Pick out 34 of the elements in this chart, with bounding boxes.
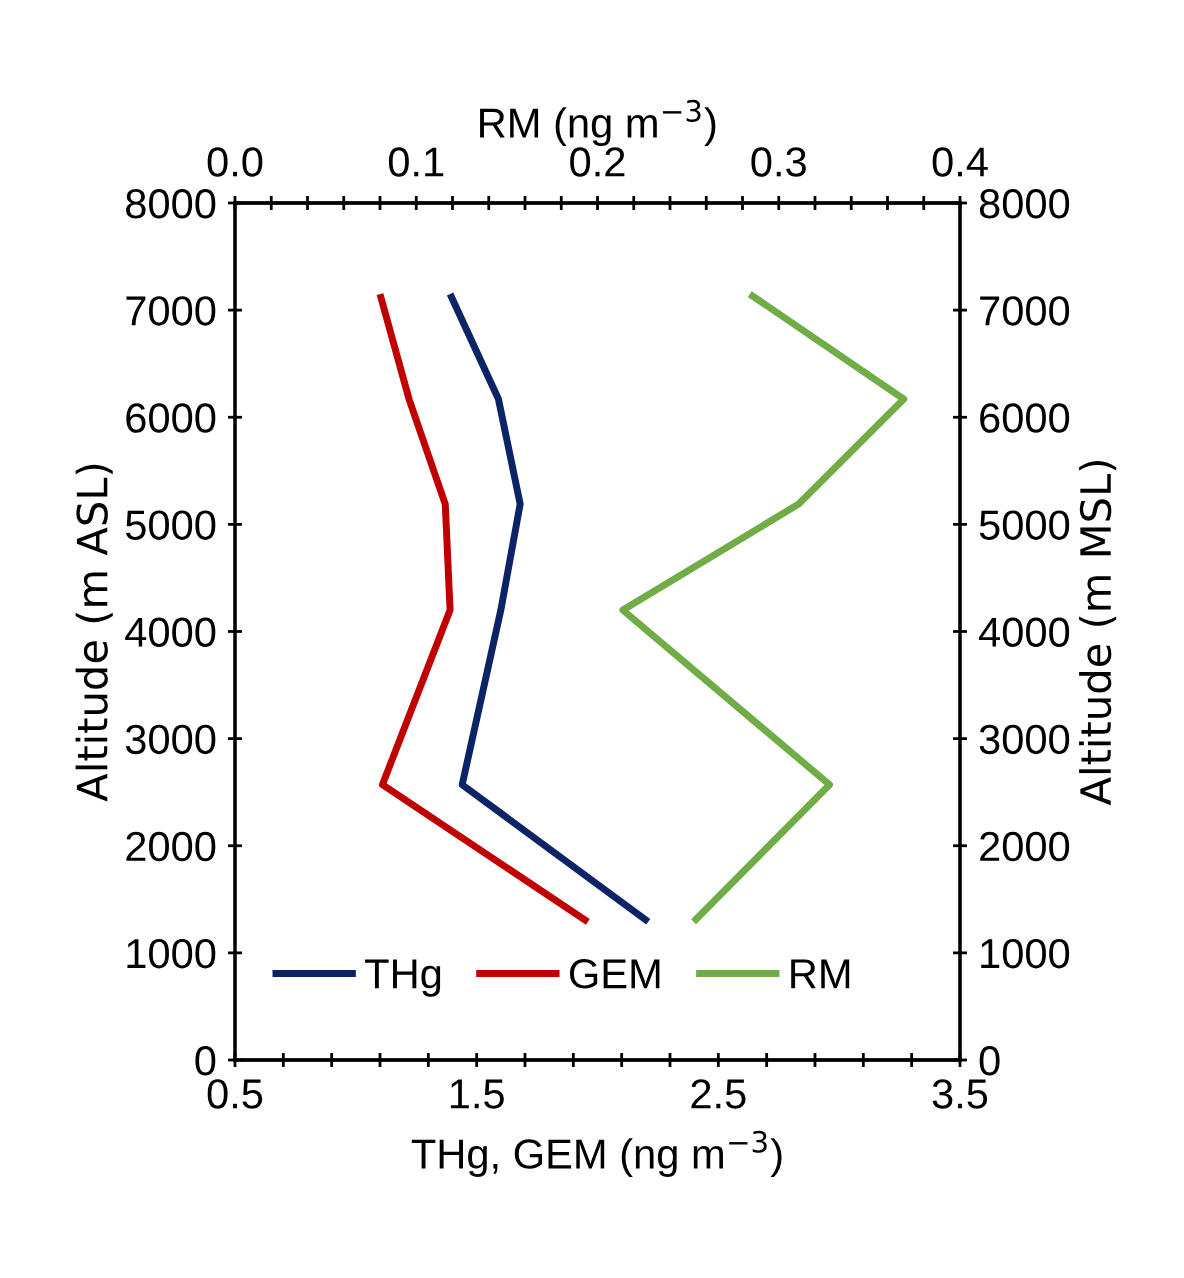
x-axis-title: THg, GEM (ng m$^{−3}$) — [411, 1130, 782, 1178]
y2-tick-label: 5000 — [979, 510, 1070, 540]
y-tick-label: 5000 — [125, 510, 216, 540]
y2-axis-title: Altitude (m MSL) — [1079, 461, 1117, 806]
x-tick-label: 0.5 — [207, 1079, 263, 1109]
y-tick-label: 3000 — [125, 724, 216, 755]
y2-tick-label: 4000 — [979, 617, 1070, 648]
y-axis-title: Altitude (m ASL) — [75, 464, 113, 802]
legend-label: THg — [365, 959, 441, 997]
y-tick-label: 7000 — [126, 296, 216, 326]
legend-label: GEM — [569, 959, 660, 989]
y2-tick-label: 6000 — [980, 403, 1070, 433]
x2-tick-label: 0.4 — [932, 147, 988, 177]
y-tick-label: 6000 — [126, 403, 216, 433]
y2-tick-label: 3000 — [979, 724, 1070, 755]
y-tick-label: 2000 — [126, 831, 216, 862]
x2-tick-label: 0.0 — [207, 147, 263, 177]
x2-tick-label: 0.1 — [388, 147, 444, 177]
y2-tick-label: 2000 — [980, 831, 1070, 862]
x-tick-label: 3.5 — [932, 1079, 988, 1109]
x-tick-label: 1.5 — [450, 1079, 504, 1109]
y2-tick-label: 1000 — [981, 938, 1070, 969]
x-tick-label: 2.5 — [691, 1079, 746, 1109]
y2-tick-label: 0 — [979, 1046, 1000, 1076]
legend-label: RM — [791, 959, 850, 989]
y2-tick-label: 8000 — [979, 189, 1070, 219]
y-tick-label: 8000 — [126, 189, 216, 219]
x2-tick-label: 0.3 — [751, 147, 806, 177]
y2-tick-label: 7000 — [980, 296, 1070, 326]
y-tick-label: 0 — [195, 1046, 216, 1076]
y-tick-label: 1000 — [127, 938, 216, 969]
y-tick-label: 4000 — [125, 617, 216, 648]
x2-tick-label: 0.2 — [570, 147, 625, 177]
x2-axis-title: RM (ng m$^{−3}$) — [480, 99, 716, 147]
